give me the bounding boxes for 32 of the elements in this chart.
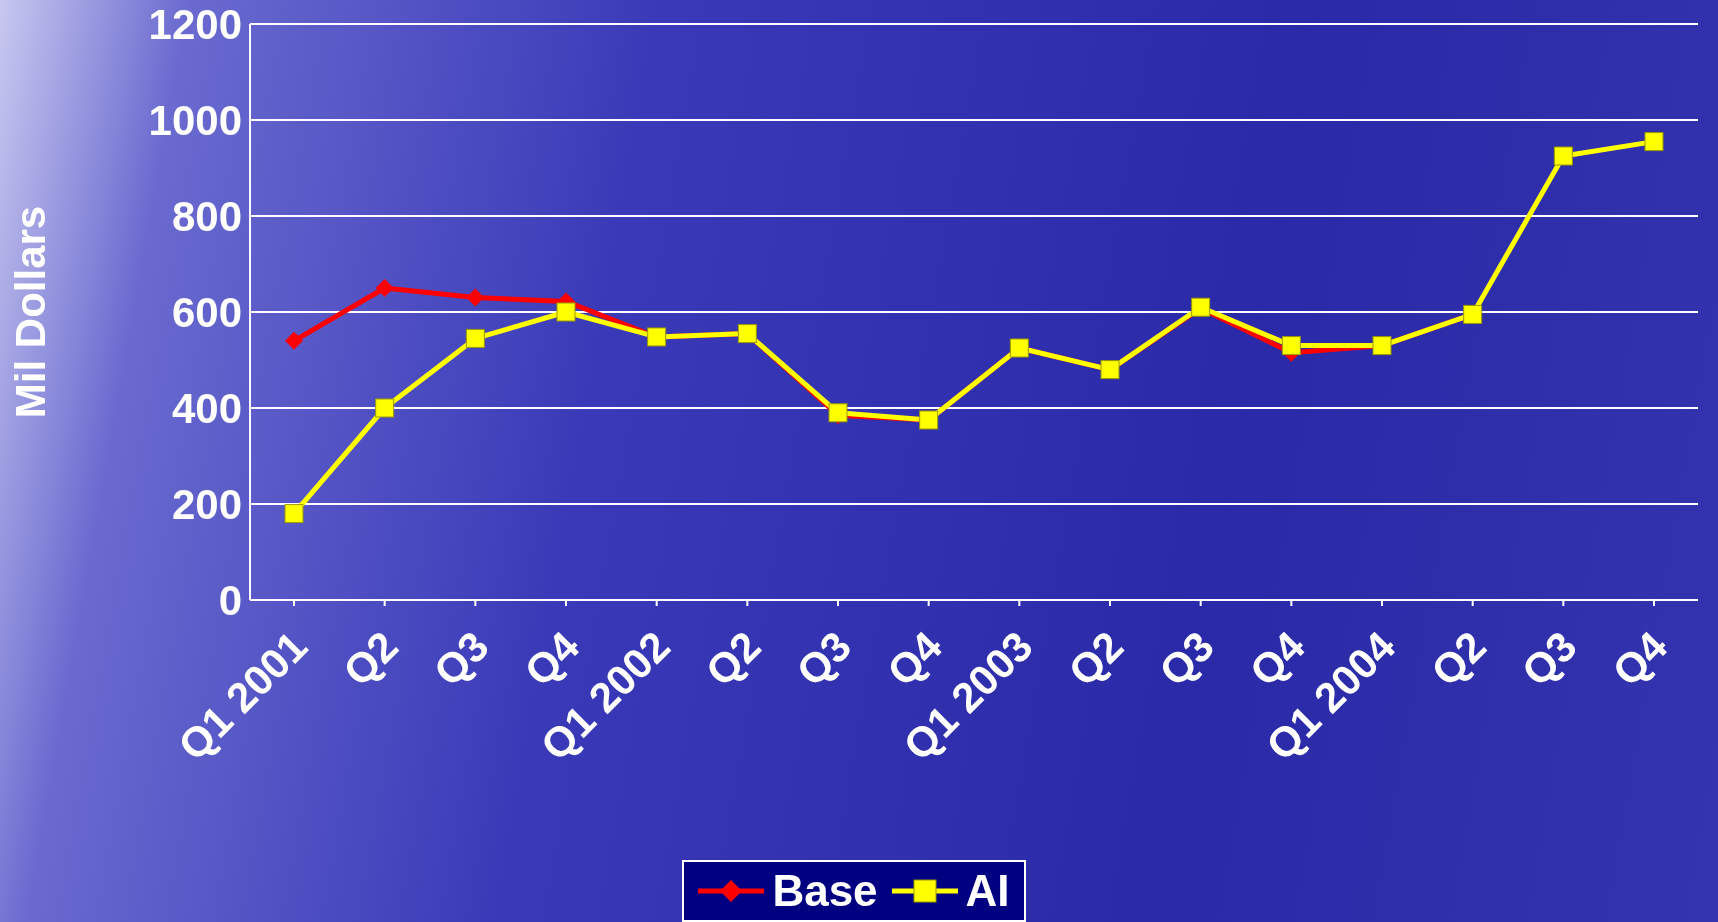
point [465, 328, 485, 348]
point [375, 279, 394, 297]
x-tick-label: Q3 [1150, 622, 1223, 696]
y-tick-label: 600 [171, 288, 242, 336]
y-tick-label: 400 [171, 384, 242, 432]
x-tick-label: Q3 [787, 622, 861, 696]
point [556, 302, 576, 322]
x-tick-label: Q4 [1603, 621, 1677, 696]
x-tick-label: Q3 [424, 622, 498, 696]
x-tick-label: Q2 [696, 622, 770, 696]
point [466, 288, 485, 307]
y-axis-title: Mil Dollars [6, 205, 54, 419]
x-tick-label: Q4 [878, 621, 952, 696]
point [375, 398, 395, 418]
x-tick-label: Q4 [515, 621, 589, 696]
point [284, 504, 304, 524]
y-tick-label: 1000 [148, 96, 242, 144]
y-tick-label: 1200 [148, 0, 242, 48]
y-tick-label: 0 [218, 576, 242, 624]
x-tick-label: Q2 [334, 622, 407, 696]
x-tick-label: Q4 [1240, 621, 1314, 696]
legend-label: AI [965, 866, 1010, 916]
point [285, 331, 303, 350]
point [1553, 146, 1573, 166]
x-tick-label: Q2 [1422, 622, 1495, 696]
y-tick-label: 800 [171, 192, 242, 240]
point [1281, 336, 1301, 356]
x-tick-label: Q3 [1512, 622, 1586, 696]
legend-label: Base [772, 866, 878, 916]
y-tick-label: 200 [171, 480, 242, 528]
x-tick-label: Q2 [1059, 622, 1133, 696]
point [1644, 132, 1664, 152]
